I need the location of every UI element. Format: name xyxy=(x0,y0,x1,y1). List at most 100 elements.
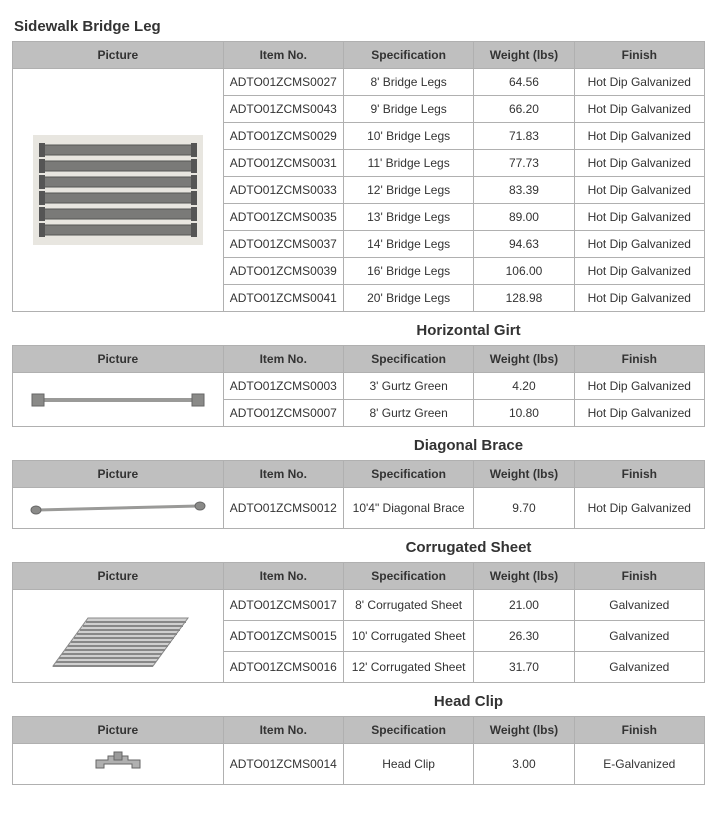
cell-spec: Head Clip xyxy=(343,744,473,785)
cell-item: ADTO01ZCMS0035 xyxy=(223,204,343,231)
product-image xyxy=(33,596,203,676)
cell-spec: 10' Bridge Legs xyxy=(343,123,473,150)
cell-spec: 13' Bridge Legs xyxy=(343,204,473,231)
column-header: Picture xyxy=(13,461,224,488)
cell-fin: Galvanized xyxy=(574,621,704,652)
cell-wt: 9.70 xyxy=(474,488,574,529)
table-row: ADTO01ZCMS00178' Corrugated Sheet21.00Ga… xyxy=(13,590,705,621)
cell-wt: 71.83 xyxy=(474,123,574,150)
cell-spec: 12' Bridge Legs xyxy=(343,177,473,204)
cell-item: ADTO01ZCMS0015 xyxy=(223,621,343,652)
product-table: PictureItem No.SpecificationWeight (lbs)… xyxy=(12,41,705,312)
product-table: PictureItem No.SpecificationWeight (lbs)… xyxy=(12,562,705,683)
column-header: Finish xyxy=(574,461,704,488)
cell-item: ADTO01ZCMS0016 xyxy=(223,652,343,683)
cell-item: ADTO01ZCMS0043 xyxy=(223,96,343,123)
cell-wt: 66.20 xyxy=(474,96,574,123)
product-table: PictureItem No.SpecificationWeight (lbs)… xyxy=(12,460,705,529)
cell-wt: 31.70 xyxy=(474,652,574,683)
product-image-cell xyxy=(13,69,224,312)
cell-wt: 128.98 xyxy=(474,285,574,312)
column-header: Finish xyxy=(574,717,704,744)
cell-item: ADTO01ZCMS0017 xyxy=(223,590,343,621)
cell-spec: 16' Bridge Legs xyxy=(343,258,473,285)
product-image-cell xyxy=(13,488,224,529)
cell-fin: Hot Dip Galvanized xyxy=(574,488,704,529)
product-image xyxy=(28,750,208,778)
product-image-cell xyxy=(13,744,224,785)
cell-item: ADTO01ZCMS0014 xyxy=(223,744,343,785)
cell-spec: 11' Bridge Legs xyxy=(343,150,473,177)
cell-wt: 26.30 xyxy=(474,621,574,652)
cell-fin: Hot Dip Galvanized xyxy=(574,400,704,427)
section-title: Head Clip xyxy=(12,693,705,710)
product-table: PictureItem No.SpecificationWeight (lbs)… xyxy=(12,345,705,427)
cell-item: ADTO01ZCMS0041 xyxy=(223,285,343,312)
cell-spec: 10'4" Diagonal Brace xyxy=(343,488,473,529)
cell-item: ADTO01ZCMS0039 xyxy=(223,258,343,285)
column-header: Specification xyxy=(343,717,473,744)
cell-item: ADTO01ZCMS0027 xyxy=(223,69,343,96)
section-title: Diagonal Brace xyxy=(12,437,705,454)
cell-fin: Hot Dip Galvanized xyxy=(574,123,704,150)
column-header: Item No. xyxy=(223,42,343,69)
table-row: ADTO01ZCMS00278' Bridge Legs64.56Hot Dip… xyxy=(13,69,705,96)
column-header: Weight (lbs) xyxy=(474,42,574,69)
cell-spec: 8' Bridge Legs xyxy=(343,69,473,96)
cell-wt: 21.00 xyxy=(474,590,574,621)
table-row: ADTO01ZCMS001210'4" Diagonal Brace9.70Ho… xyxy=(13,488,705,529)
cell-wt: 94.63 xyxy=(474,231,574,258)
cell-wt: 106.00 xyxy=(474,258,574,285)
cell-wt: 3.00 xyxy=(474,744,574,785)
cell-item: ADTO01ZCMS0007 xyxy=(223,400,343,427)
table-row: ADTO01ZCMS00033' Gurtz Green4.20Hot Dip … xyxy=(13,373,705,400)
cell-item: ADTO01ZCMS0029 xyxy=(223,123,343,150)
cell-wt: 89.00 xyxy=(474,204,574,231)
column-header: Finish xyxy=(574,563,704,590)
table-row: ADTO01ZCMS0014Head Clip3.00E-Galvanized xyxy=(13,744,705,785)
product-image-cell xyxy=(13,373,224,427)
cell-spec: 20' Bridge Legs xyxy=(343,285,473,312)
cell-fin: Hot Dip Galvanized xyxy=(574,231,704,258)
cell-fin: Hot Dip Galvanized xyxy=(574,285,704,312)
product-table: PictureItem No.SpecificationWeight (lbs)… xyxy=(12,716,705,785)
cell-spec: 10' Corrugated Sheet xyxy=(343,621,473,652)
cell-fin: Hot Dip Galvanized xyxy=(574,258,704,285)
column-header: Picture xyxy=(13,42,224,69)
cell-fin: Hot Dip Galvanized xyxy=(574,177,704,204)
cell-fin: Hot Dip Galvanized xyxy=(574,96,704,123)
cell-fin: Hot Dip Galvanized xyxy=(574,150,704,177)
column-header: Weight (lbs) xyxy=(474,461,574,488)
cell-wt: 4.20 xyxy=(474,373,574,400)
column-header: Weight (lbs) xyxy=(474,717,574,744)
cell-spec: 8' Gurtz Green xyxy=(343,400,473,427)
cell-fin: Galvanized xyxy=(574,652,704,683)
cell-spec: 3' Gurtz Green xyxy=(343,373,473,400)
column-header: Specification xyxy=(343,563,473,590)
product-image xyxy=(28,494,208,522)
column-header: Picture xyxy=(13,563,224,590)
cell-wt: 10.80 xyxy=(474,400,574,427)
cell-fin: E-Galvanized xyxy=(574,744,704,785)
column-header: Finish xyxy=(574,346,704,373)
cell-spec: 8' Corrugated Sheet xyxy=(343,590,473,621)
cell-item: ADTO01ZCMS0031 xyxy=(223,150,343,177)
column-header: Weight (lbs) xyxy=(474,346,574,373)
cell-spec: 14' Bridge Legs xyxy=(343,231,473,258)
product-image xyxy=(28,386,208,414)
cell-fin: Galvanized xyxy=(574,590,704,621)
column-header: Weight (lbs) xyxy=(474,563,574,590)
column-header: Item No. xyxy=(223,717,343,744)
product-image xyxy=(33,135,203,245)
cell-wt: 77.73 xyxy=(474,150,574,177)
section-title: Corrugated Sheet xyxy=(12,539,705,556)
column-header: Item No. xyxy=(223,461,343,488)
cell-item: ADTO01ZCMS0033 xyxy=(223,177,343,204)
column-header: Specification xyxy=(343,346,473,373)
product-image-cell xyxy=(13,590,224,683)
column-header: Picture xyxy=(13,346,224,373)
cell-fin: Hot Dip Galvanized xyxy=(574,204,704,231)
column-header: Item No. xyxy=(223,346,343,373)
cell-spec: 12' Corrugated Sheet xyxy=(343,652,473,683)
cell-wt: 64.56 xyxy=(474,69,574,96)
